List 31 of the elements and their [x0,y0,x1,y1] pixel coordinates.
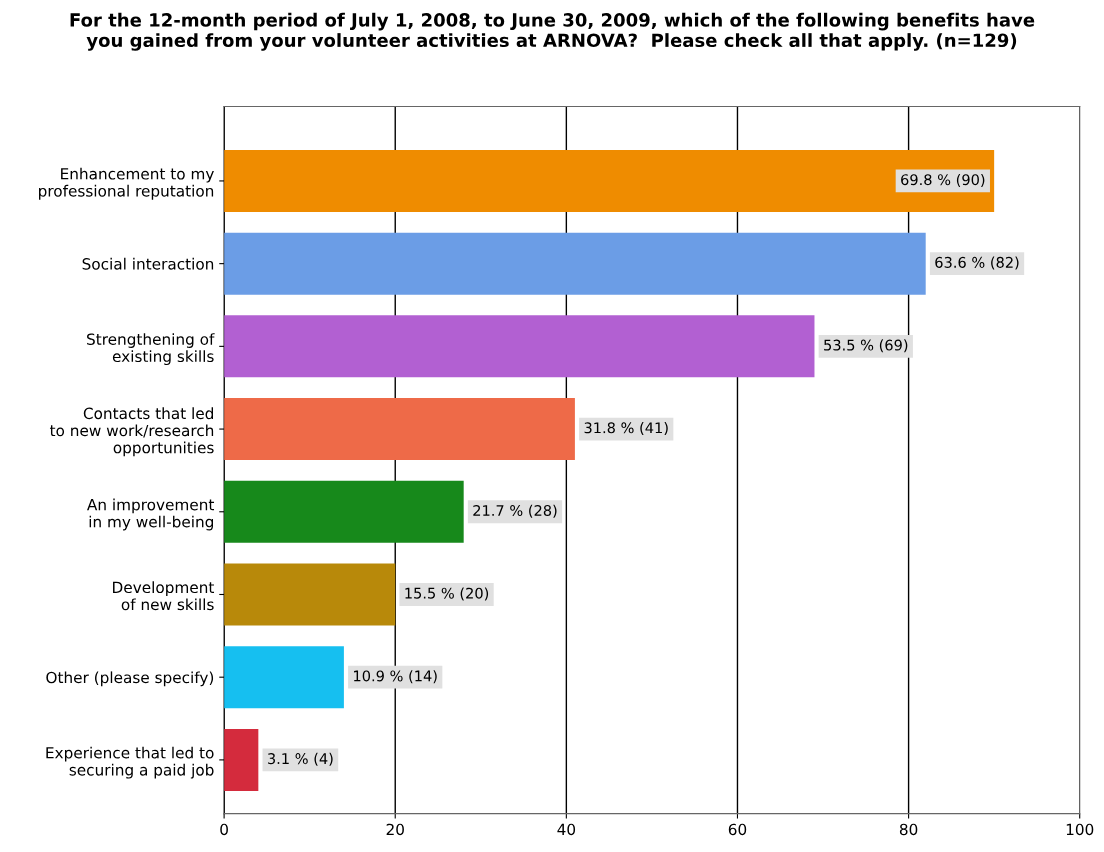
bar [224,480,464,543]
data-label: 53.5 % (69) [824,339,908,353]
y-tick-label: Enhancement to my professional reputation [39,167,214,200]
data-label: 31.8 % (41) [584,422,668,436]
x-tick-label: 0 [220,823,228,836]
y-tick-label: Strengthening of existing skills [87,333,215,366]
data-label: 15.5 % (20) [405,587,489,601]
bar [224,149,995,212]
bar [224,398,575,461]
bar [224,315,815,378]
bar [224,728,259,791]
bar [224,646,344,709]
y-tick-label: Contacts that led to new work/research opportunities [49,407,214,457]
y-tick-label: Development of new skills [113,581,215,611]
y-tick-label: Social interaction [82,257,214,270]
bar [224,232,926,295]
bar [224,563,396,626]
chart-title: For the 12-month period of July 1, 2008, to June 30, 2009, which of the following benefits have you gained from your volunteer activities at ARNOVA? Please check all that apply. (n=129) [70,12,1035,51]
data-label: 10.9 % (14) [354,670,437,684]
y-tick-label: Experience that led to securing a paid job [46,746,214,779]
x-tick-label: 40 [557,823,576,836]
data-label: 63.6 % (82) [935,256,1019,270]
data-label: 21.7 % (28) [473,504,557,518]
x-tick-label: 100 [1066,823,1094,836]
x-tick-label: 60 [728,823,747,836]
data-label: 3.1 % (4) [268,752,333,766]
x-tick-label: 80 [899,823,918,836]
y-tick-label: An improvement in my well-being [87,498,215,531]
y-tick-label: Other (please specify) [46,671,214,687]
data-label: 69.8 % (90) [901,173,985,187]
x-tick-label: 20 [386,823,404,836]
